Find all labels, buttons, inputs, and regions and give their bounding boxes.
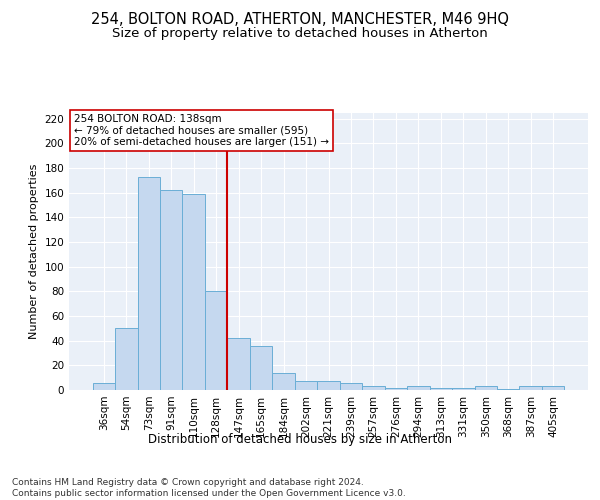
Bar bbox=[137, 176, 160, 390]
Text: 254, BOLTON ROAD, ATHERTON, MANCHESTER, M46 9HQ: 254, BOLTON ROAD, ATHERTON, MANCHESTER, … bbox=[91, 12, 509, 28]
Bar bbox=[497, 389, 520, 390]
Bar bbox=[542, 386, 565, 390]
Bar bbox=[272, 372, 295, 390]
Bar bbox=[407, 386, 430, 390]
Y-axis label: Number of detached properties: Number of detached properties bbox=[29, 164, 39, 339]
Bar bbox=[227, 338, 250, 390]
Bar bbox=[452, 388, 475, 390]
Text: Contains HM Land Registry data © Crown copyright and database right 2024.
Contai: Contains HM Land Registry data © Crown c… bbox=[12, 478, 406, 498]
Bar bbox=[205, 292, 227, 390]
Bar bbox=[115, 328, 137, 390]
Bar bbox=[475, 386, 497, 390]
Text: Size of property relative to detached houses in Atherton: Size of property relative to detached ho… bbox=[112, 28, 488, 40]
Bar bbox=[340, 382, 362, 390]
Bar bbox=[295, 382, 317, 390]
Text: Distribution of detached houses by size in Atherton: Distribution of detached houses by size … bbox=[148, 432, 452, 446]
Bar bbox=[362, 386, 385, 390]
Bar bbox=[250, 346, 272, 390]
Bar bbox=[520, 386, 542, 390]
Bar bbox=[92, 382, 115, 390]
Bar bbox=[182, 194, 205, 390]
Bar bbox=[430, 388, 452, 390]
Bar bbox=[160, 190, 182, 390]
Bar bbox=[317, 382, 340, 390]
Bar bbox=[385, 388, 407, 390]
Text: 254 BOLTON ROAD: 138sqm
← 79% of detached houses are smaller (595)
20% of semi-d: 254 BOLTON ROAD: 138sqm ← 79% of detache… bbox=[74, 114, 329, 147]
